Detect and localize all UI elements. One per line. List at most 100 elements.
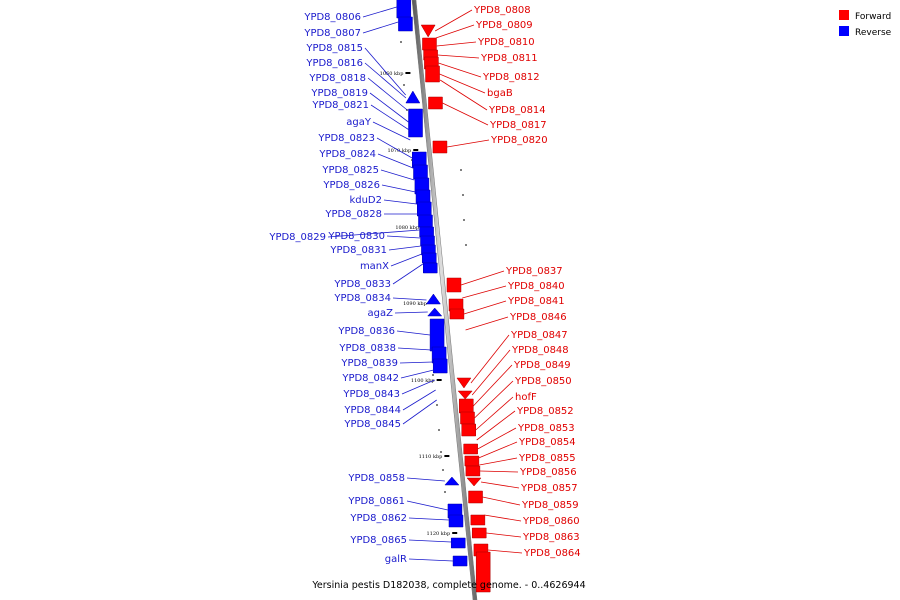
forward-leader-line [465,316,509,331]
reverse-gene-label: galR [385,554,407,565]
reverse-leader-line [381,184,416,193]
forward-leader-line [475,396,514,431]
reverse-leader-line [402,399,437,425]
forward-gene-glyph [456,377,472,389]
forward-gene-label: YPD8_0855 [518,453,576,464]
reverse-leader-line [364,47,406,96]
forward-leader-line [460,270,505,286]
reverse-gene-glyph [413,164,428,180]
reverse-gene-label: YPD8_0833 [333,279,391,290]
forward-gene-glyph [432,140,448,154]
reverse-leader-line [380,169,415,181]
reverse-gene-label: YPD8_0844 [343,405,401,416]
forward-leader-line [438,62,482,78]
forward-gene-label: YPD8_0809 [475,20,533,31]
tick-label: 1100 kbp [411,378,435,384]
reverse-leader-line [408,558,454,562]
reverse-gene-glyph [432,358,448,374]
reverse-gene-label: YPD8_0861 [347,496,405,507]
forward-gene-label: YPD8_0814 [488,105,546,116]
reverse-leader-line [392,263,424,285]
reverse-gene-glyph [417,201,432,217]
forward-gene-label: YPD8_0812 [482,72,540,83]
reverse-leader-line [406,500,448,511]
forward-gene-glyph [471,527,487,539]
forward-leader-line [482,496,521,506]
reverse-leader-line [370,104,410,131]
reverse-gene-label: YPD8_0845 [343,419,401,430]
forward-gene-glyph [459,398,474,414]
reverse-leader-line [362,21,399,34]
forward-gene-glyph [461,423,476,437]
reverse-gene-label: YPD8_0839 [340,358,398,369]
forward-gene-glyph [449,308,465,320]
forward-leader-line [437,54,480,59]
tick-label: 1110 kbp [419,454,443,460]
forward-gene-label: YPD8_0848 [511,345,569,356]
tick-label: 1080 kbp [395,225,419,231]
forward-gene-label: hofF [515,392,537,403]
forward-gene-glyph [428,96,443,110]
reverse-leader-line [400,369,434,379]
reverse-gene-label: YPD8_0838 [338,343,396,354]
forward-leader-line [474,380,514,419]
reverse-leader-line [401,379,435,395]
forward-gene-label: YPD8_0811 [480,53,538,64]
reverse-leader-line [402,389,436,411]
reverse-leader-line [369,92,409,123]
forward-gene-label: YPD8_0849 [513,360,571,371]
forward-leader-line [463,300,507,315]
reverse-gene-glyph [420,235,435,247]
forward-leader-line [487,549,523,554]
reverse-leader-line [377,153,414,169]
forward-gene-label: YPD8_0840 [507,281,565,292]
tick-label: 1060 kbp [380,71,404,77]
reverse-gene-label: manX [360,261,389,272]
forward-gene-label: YPD8_0852 [516,406,574,417]
forward-leader-line [434,9,473,32]
reverse-gene-glyph [425,293,441,305]
reverse-gene-label: YPD8_0829 [268,232,326,243]
forward-leader-line [436,41,477,47]
forward-gene-label: YPD8_0847 [510,330,568,341]
reverse-leader-line [408,517,449,521]
forward-gene-label: YPD8_0808 [473,5,531,16]
reverse-gene-label: YPD8_0815 [305,43,363,54]
reverse-gene-glyph [452,555,468,567]
forward-leader-line [479,470,519,473]
reverse-gene-label: YPD8_0842 [341,373,399,384]
forward-leader-line [476,410,516,441]
reverse-gene-label: YPD8_0830 [327,231,385,242]
forward-gene-label: YPD8_0850 [514,376,572,387]
reverse-gene-label: YPD8_0819 [310,88,368,99]
reverse-leader-line [362,6,397,18]
forward-leader-line [439,79,488,111]
reverse-gene-glyph [405,90,421,104]
forward-leader-line [470,334,510,384]
reverse-gene-glyph [419,226,434,238]
forward-gene-glyph [463,443,478,455]
label-leader-lines [327,6,523,562]
forward-gene-glyph [475,551,491,593]
reverse-leader-line [386,235,421,239]
forward-leader-line [478,441,518,459]
forward-leader-line [439,73,486,94]
reverse-leader-line [376,137,413,159]
reverse-leader-line [390,253,422,267]
reverse-gene-label: YPD8_0828 [324,209,382,220]
forward-gene-glyph [465,465,481,477]
forward-gene-label: YPD8_0817 [489,120,547,131]
forward-gene-label: YPD8_0853 [517,423,575,434]
forward-gene-label: YPD8_0863 [522,532,580,543]
tick-label: 1120 kbp [426,531,450,537]
forward-gene-glyph [457,390,473,400]
reverse-leader-line [397,347,432,351]
legend-swatch-reverse [839,26,849,36]
reverse-gene-glyph [408,108,423,138]
reverse-leader-line [396,330,431,336]
forward-leader-line [446,139,490,148]
reverse-gene-label: agaZ [368,308,394,319]
reverse-gene-label: YPD8_0816 [305,58,363,69]
reverse-leader-line [388,245,422,251]
